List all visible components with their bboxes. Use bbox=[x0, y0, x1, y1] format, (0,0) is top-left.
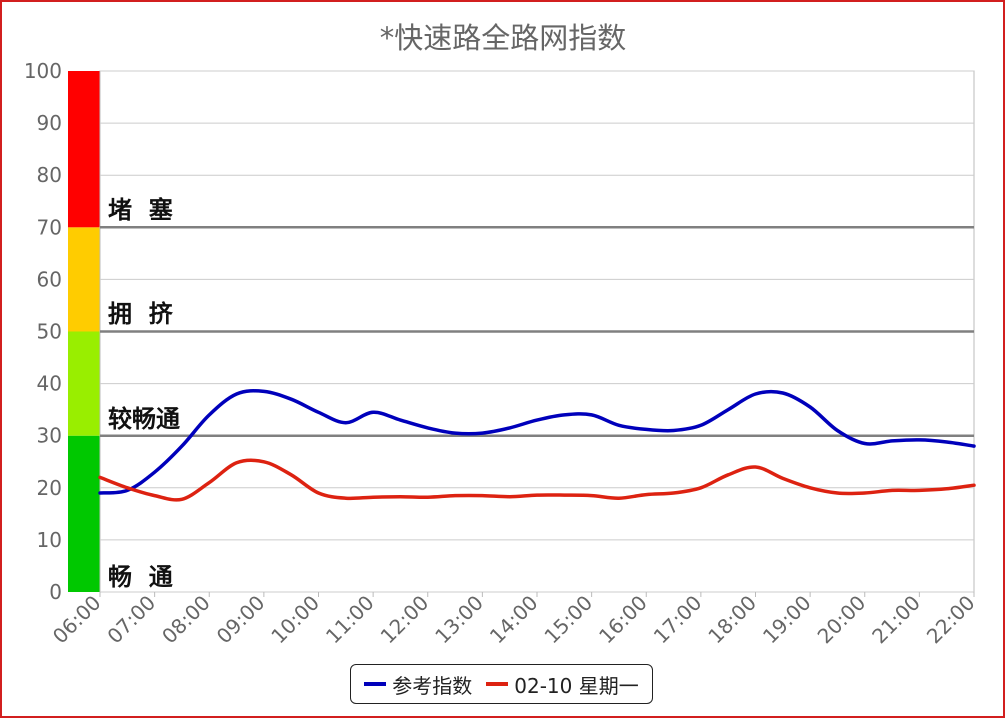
band-2 bbox=[68, 227, 100, 332]
x-tick-label: 11:00 bbox=[321, 591, 379, 649]
legend-label-current: 02-10 星期一 bbox=[514, 673, 639, 698]
x-tick-label: 21:00 bbox=[867, 591, 925, 649]
x-tick-label: 16:00 bbox=[594, 591, 652, 649]
y-tick-label: 50 bbox=[37, 320, 62, 344]
zone-label-1: 较畅通 bbox=[108, 405, 180, 433]
x-tick-label: 09:00 bbox=[212, 591, 270, 649]
y-tick-label: 70 bbox=[37, 215, 62, 239]
series-line-1 bbox=[98, 458, 976, 502]
y-tick-label: 60 bbox=[37, 267, 62, 291]
x-tick-label: 08:00 bbox=[157, 591, 215, 649]
y-tick-label: 80 bbox=[37, 163, 62, 187]
x-tick-label: 20:00 bbox=[813, 591, 871, 649]
legend: 参考指数 02-10 星期一 bbox=[350, 664, 653, 704]
zone-label-3: 堵 塞 bbox=[108, 196, 173, 224]
y-tick-label: 100 bbox=[24, 59, 62, 83]
x-tick-label: 17:00 bbox=[649, 591, 707, 649]
x-tick-label: 15:00 bbox=[539, 591, 597, 649]
x-tick-label: 13:00 bbox=[430, 591, 488, 649]
zone-label-2: 拥 挤 bbox=[108, 300, 174, 328]
series-line-0 bbox=[98, 389, 976, 495]
x-tick-label: 07:00 bbox=[102, 591, 160, 649]
x-tick-label: 22:00 bbox=[922, 591, 980, 649]
band-0 bbox=[68, 435, 100, 592]
legend-swatch-current bbox=[486, 682, 509, 686]
zone-label-0: 畅 通 bbox=[108, 563, 173, 591]
y-tick-label: 0 bbox=[49, 580, 62, 604]
y-tick-label: 30 bbox=[37, 424, 62, 448]
legend-item-current[interactable]: 02-10 星期一 bbox=[486, 670, 639, 699]
y-tick-label: 20 bbox=[37, 476, 62, 500]
band-1 bbox=[68, 331, 100, 436]
x-tick-label: 10:00 bbox=[266, 591, 324, 649]
legend-swatch-reference bbox=[364, 682, 387, 686]
y-tick-label: 90 bbox=[37, 111, 62, 135]
y-tick-label: 10 bbox=[37, 528, 62, 552]
x-tick-label: 19:00 bbox=[758, 591, 816, 649]
x-tick-label: 12:00 bbox=[376, 591, 434, 649]
chart-title: *快速路全路网指数 bbox=[380, 21, 627, 55]
band-3 bbox=[68, 71, 100, 228]
legend-label-reference: 参考指数 bbox=[392, 673, 473, 698]
y-tick-label: 40 bbox=[37, 372, 62, 396]
x-tick-label: 14:00 bbox=[485, 591, 543, 649]
legend-item-reference[interactable]: 参考指数 bbox=[364, 670, 472, 699]
x-tick-label: 18:00 bbox=[703, 591, 761, 649]
